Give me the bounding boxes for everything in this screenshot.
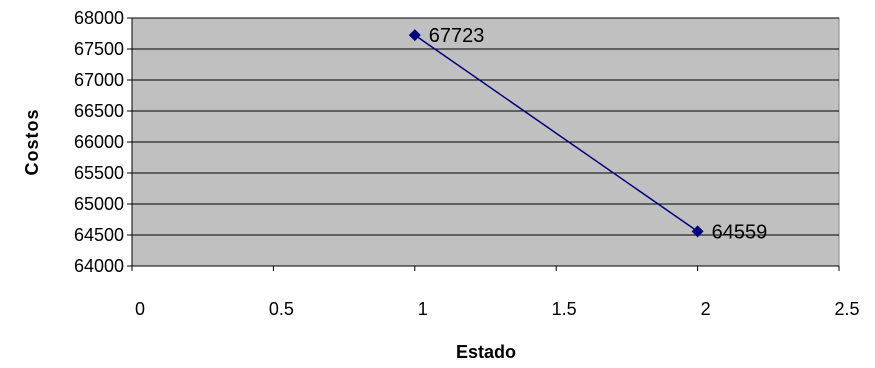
x-tick-label: 0 (135, 299, 145, 319)
y-tick-label: 66000 (74, 132, 124, 152)
x-axis-title: Estado (456, 342, 516, 362)
x-tick-label: 1.5 (552, 299, 577, 319)
x-axis-ticks: 0 0.5 1 1.5 2 2.5 (131, 266, 860, 319)
data-labels: 67723 64559 (429, 25, 767, 243)
y-tick-label: 68000 (74, 8, 124, 28)
series-line (414, 34, 699, 232)
y-tick-label: 65500 (74, 163, 124, 183)
y-tick-label: 67500 (74, 39, 124, 59)
x-tick-label: 2.5 (834, 299, 859, 319)
x-tick-label: 0.5 (269, 299, 294, 319)
y-axis-ticks: 64000 64500 65000 65500 66000 66500 67000 67500… (74, 8, 132, 276)
data-label: 67723 (429, 25, 485, 47)
data-point (408, 29, 421, 42)
series (408, 29, 704, 238)
data-point (691, 225, 704, 238)
y-tick-label: 67000 (74, 70, 124, 90)
x-tick-label: 2 (701, 299, 711, 319)
y-tick-label: 66500 (74, 101, 124, 121)
data-label: 64559 (712, 221, 768, 243)
y-tick-label: 64000 (74, 256, 124, 276)
y-axis-title: Costos (22, 108, 42, 175)
y-tick-label: 65000 (74, 194, 124, 214)
gridlines (132, 17, 839, 236)
y-tick-label: 64500 (74, 225, 124, 245)
x-tick-label: 1 (418, 299, 428, 319)
